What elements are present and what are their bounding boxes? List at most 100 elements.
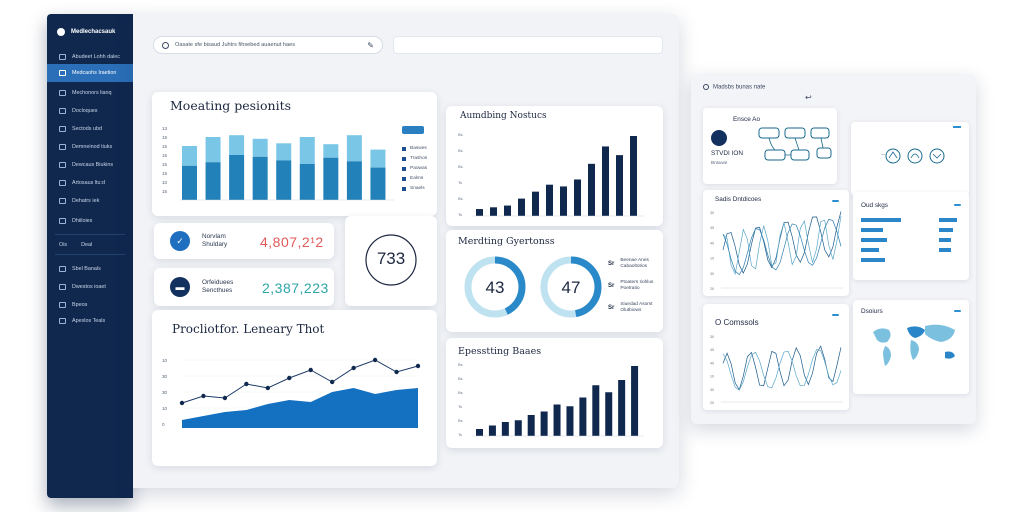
line-series <box>722 218 842 276</box>
truck-icon: ▬ <box>170 277 190 297</box>
y-tick-label: 30 <box>710 272 714 276</box>
card-title: Procliotfor. Leneary Thot <box>172 322 325 336</box>
sidebar-item[interactable]: Sbel Banals <box>47 260 133 278</box>
bar-segment-dark <box>229 155 245 200</box>
back-arrow-icon[interactable]: ↩ <box>805 93 812 102</box>
bar <box>560 186 567 216</box>
bar <box>616 155 623 216</box>
bar-segment-dark <box>299 164 315 200</box>
kpi-card-2[interactable]: ▬ Orfeiduees Sencthues 2,387,223 <box>154 268 334 306</box>
line-series <box>722 211 842 274</box>
secondary-search[interactable]: Madsbs bunas nate <box>703 84 765 91</box>
sidebar-item[interactable]: Medcaohs Iraetion <box>47 64 133 82</box>
menu-item-icon <box>59 180 66 186</box>
sods-line-chart: 30 45 40 10 30 20 <box>710 211 843 291</box>
sidebar-item[interactable]: Apexlos Teals <box>47 312 133 330</box>
bar <box>490 207 497 216</box>
menu-item-icon <box>59 70 66 76</box>
wrench-icon[interactable]: ✎ <box>367 40 374 50</box>
workflow-diagram <box>758 127 832 161</box>
search-icon <box>162 41 169 49</box>
mini-gauge-card: — <box>851 122 969 196</box>
y-tick-label: Bs <box>458 362 463 367</box>
search-bar[interactable]: Oasate sfe bisaud Juhtrs fihsebed auaenu… <box>153 36 383 54</box>
search-input[interactable]: Oasate sfe bisaud Juhtrs fihsebed auaenu… <box>175 42 296 48</box>
data-point <box>201 393 206 399</box>
bar <box>592 385 600 436</box>
bar <box>579 397 587 436</box>
legend-item: Trashos <box>402 156 427 161</box>
y-tick-label: 13 <box>162 126 168 131</box>
donut-chart-1 <box>464 256 526 318</box>
y-tick-label: 20 <box>710 287 714 291</box>
auditing-card: Aumdbing Nostucs Bs Bs Bs Ts Bs Ts <box>446 106 663 226</box>
menu-item-icon <box>59 198 66 204</box>
sidebar-item[interactable]: Dhiiloies <box>47 212 133 230</box>
legend-item: Baswes <box>402 146 427 151</box>
donut-chart-2 <box>540 256 602 318</box>
menu-item-icon <box>59 90 66 96</box>
sidebar-item[interactable]: Abudeet Lohh dalec <box>47 48 133 66</box>
card-title: Dsoiurs <box>861 308 883 315</box>
data-point <box>265 385 271 391</box>
menu-item-icon <box>59 284 66 290</box>
card-title: Oud skgs <box>861 202 888 209</box>
bar-segment-dark <box>182 165 197 200</box>
check-icon: ✓ <box>170 231 190 251</box>
bar <box>618 380 626 436</box>
sidebar-item[interactable]: Docloques <box>47 102 133 120</box>
kpi-value: 4,807,2¹2 <box>260 234 324 250</box>
sidebar-item[interactable]: Mechonors lianq <box>47 84 133 102</box>
sidebar-item-label: Abudeet Lohh dalec <box>72 54 120 60</box>
brand-name: Medlechacsauk <box>71 29 116 35</box>
menu-item-icon <box>59 108 66 114</box>
y-tick-label: Bs <box>458 418 463 423</box>
y-tick-label: 15 <box>162 144 168 149</box>
donut-2-value: 47 <box>561 278 581 297</box>
sidebar-item[interactable]: Artosaus ltu:d <box>47 174 133 192</box>
bar <box>476 429 483 436</box>
data-point <box>308 367 313 373</box>
data-point <box>351 365 356 371</box>
bar <box>514 420 522 436</box>
y-tick-label: 15 <box>162 189 168 194</box>
bar <box>488 425 496 436</box>
comssols-card: O Comssols 30 45 40 10 30 20 <box>703 304 849 410</box>
menu-item-icon <box>59 302 66 308</box>
sidebar-item[interactable]: Dewcaus Biukins <box>47 156 133 174</box>
sidebar-item-label: Dewcaus Biukins <box>72 162 114 168</box>
data-point <box>372 357 378 363</box>
bar-segment-dark <box>346 161 362 200</box>
sidebar-item[interactable]: Dehatrs iek <box>47 192 133 210</box>
sidebar-brand[interactable]: Medlechacsauk <box>57 28 115 36</box>
donut-card: Merdting Gyertonss 43 47 Sr Beenae Anes Ca… <box>446 230 663 332</box>
world-map <box>873 324 955 366</box>
ensc-logo-icon <box>711 130 727 146</box>
y-tick-label: 45 <box>710 348 714 352</box>
sidebar-item-label: Artosaus ltu:d <box>72 180 105 186</box>
bar-segment-light <box>205 137 221 163</box>
y-tick-label: 30 <box>710 211 714 215</box>
sidebar-item[interactable]: Bpeos <box>47 296 133 314</box>
menu-item-icon <box>59 126 66 132</box>
legend-swatch <box>402 166 406 171</box>
chart-toggle-button[interactable] <box>402 126 424 134</box>
sidebar-item-label: Medcaohs Iraetion <box>72 70 117 76</box>
sidebar-item[interactable]: Demneinod tiuks <box>47 138 133 156</box>
menu-item-icon <box>59 54 66 60</box>
bar-segment-light <box>182 146 197 166</box>
top-toolbar <box>393 36 663 54</box>
sidebar-item-label: Sectods ubd <box>72 126 102 132</box>
bar <box>631 366 639 436</box>
menu-item-icon <box>59 218 66 224</box>
card-title: Merdting Gyertonss <box>458 236 555 247</box>
sidebar-item[interactable]: Dwestos ioaet <box>47 278 133 296</box>
legend-item: Paowas <box>402 166 427 171</box>
bar-segment-light <box>323 144 339 158</box>
y-tick-label: 30 <box>710 335 714 339</box>
kpi-card-1[interactable]: ✓ Norvlam Shuldary 4,807,2¹2 <box>154 223 334 259</box>
line-area-chart: 10 30 30 10 0 <box>162 357 421 428</box>
sidebar-item[interactable]: Sectods ubd <box>47 120 133 138</box>
legend-item: Ealms <box>402 176 423 181</box>
bar-segment-light <box>346 135 362 162</box>
